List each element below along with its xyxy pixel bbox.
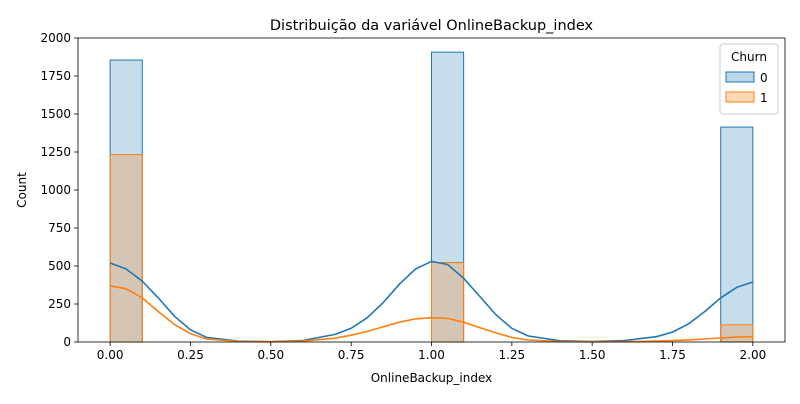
y-tick-label-5: 1250 (40, 145, 71, 159)
y-tick-label-8: 2000 (40, 31, 71, 45)
y-tick-label-0: 0 (63, 335, 71, 349)
y-tick-label-1: 250 (48, 297, 71, 311)
x-tick-label-5: 1.25 (498, 348, 525, 362)
kde-line-series-0 (109, 260, 754, 343)
x-tick-label-0: 0.00 (97, 348, 124, 362)
legend-label-0: 0 (760, 71, 768, 85)
legend-label-1: 1 (760, 91, 768, 105)
legend-items: 01 (725, 71, 768, 105)
legend-box (719, 43, 779, 115)
y-tick-label-7: 1750 (40, 69, 71, 83)
bar-series-1-0 (109, 154, 143, 343)
bars-layer (109, 51, 754, 343)
y-axis-label: Count (15, 172, 29, 208)
x-tick-label-8: 2.00 (740, 348, 767, 362)
bar-series-0-2 (720, 126, 754, 343)
legend: Churn 01 (719, 43, 779, 115)
y-tick-label-6: 1500 (40, 107, 71, 121)
x-tick-label-6: 1.50 (579, 348, 606, 362)
x-tick-label-2: 0.50 (257, 348, 284, 362)
x-tick-label-7: 1.75 (659, 348, 686, 362)
legend-title: Churn (731, 50, 767, 64)
chart-title: Distribuição da variável OnlineBackup_in… (270, 18, 594, 34)
x-tick-label-3: 0.75 (338, 348, 365, 362)
y-tick-label-3: 750 (48, 221, 71, 235)
x-tick-label-4: 1.00 (418, 348, 445, 362)
axes-layer: 0.00 0.25 0.50 0.75 1.00 1.25 1.50 1.75 2.00 0 250… (40, 31, 786, 362)
legend-swatch-1 (725, 91, 755, 103)
kde-layer (109, 260, 754, 343)
y-tick-label-4: 1000 (40, 183, 71, 197)
bar-series-0-1 (431, 51, 465, 343)
bar-series-1-2 (720, 324, 754, 343)
x-tick-label-1: 0.25 (177, 348, 204, 362)
legend-swatch-0 (725, 71, 755, 83)
y-tick-label-2: 500 (48, 259, 71, 273)
x-axis-label: OnlineBackup_index (371, 371, 493, 385)
kde-line-series-1 (109, 285, 753, 343)
